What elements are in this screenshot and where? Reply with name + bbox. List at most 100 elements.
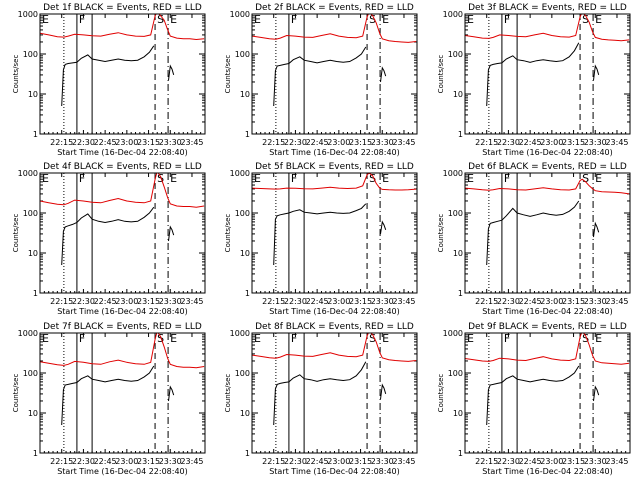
events-series-line [380, 66, 387, 83]
y-axis-label: Counts/sec [12, 214, 20, 253]
time-marker-label: F [504, 13, 510, 26]
x-axis-label: Start Time (16-Dec-04 22:08:40) [57, 307, 188, 316]
x-tick-label: 23:15 [137, 138, 160, 147]
x-axis-label: Start Time (16-Dec-04 22:08:40) [482, 467, 613, 476]
time-marker-label: S [369, 13, 376, 26]
y-axis-label: Counts/sec [224, 214, 232, 253]
plot-frame [464, 332, 631, 454]
x-tick-label: 22:15 [475, 457, 498, 466]
x-tick-label: 23:30 [159, 457, 182, 466]
plot-frame [464, 172, 631, 294]
panel-title: Det 3f BLACK = Events, RED = LLD [468, 3, 627, 13]
events-series-line [486, 42, 580, 107]
y-axis-label: Counts/sec [437, 214, 445, 253]
x-tick-label: 23:45 [180, 457, 203, 466]
x-tick-label: 22:30 [284, 457, 307, 466]
x-axis-label: Start Time (16-Dec-04 22:08:40) [57, 148, 188, 157]
y-tick-label: 10 [240, 249, 250, 258]
x-tick-label: 22:30 [497, 138, 520, 147]
lld-series-line [40, 14, 205, 41]
detector-panel-1: Det 1f BLACK = Events, RED = LLD22:1522:… [12, 3, 206, 157]
x-tick-label: 23:00 [327, 297, 350, 306]
y-tick-label: 1 [33, 289, 38, 298]
events-series-line [168, 64, 175, 81]
time-marker-label: S [582, 332, 589, 345]
lld-series-line [465, 333, 630, 365]
time-marker-label: S [369, 332, 376, 345]
x-tick-label: 22:45 [94, 457, 117, 466]
y-axis-label: Counts/sec [12, 374, 20, 413]
detector-panel-6: Det 6f BLACK = Events, RED = LLD22:1522:… [437, 162, 631, 316]
plot-frame [251, 172, 418, 294]
x-axis-label: Start Time (16-Dec-04 22:08:40) [269, 467, 400, 476]
x-tick-label: 22:30 [72, 297, 95, 306]
y-tick-label: 100 [23, 369, 38, 378]
x-axis-label: Start Time (16-Dec-04 22:08:40) [269, 148, 400, 157]
x-axis-label: Start Time (16-Dec-04 22:08:40) [57, 467, 188, 476]
x-tick-label: 23:45 [392, 297, 415, 306]
x-tick-label: 23:15 [349, 297, 372, 306]
time-marker-label: E [467, 172, 474, 185]
plot-frame [39, 13, 206, 135]
y-tick-label: 1000 [443, 10, 463, 19]
y-tick-label: 100 [23, 50, 38, 59]
y-tick-label: 1000 [443, 329, 463, 338]
x-tick-label: 22:45 [306, 138, 329, 147]
panel-title: Det 2f BLACK = Events, RED = LLD [255, 3, 414, 13]
x-tick-label: 23:15 [562, 297, 585, 306]
y-tick-label: 1 [245, 449, 250, 458]
x-tick-label: 22:15 [50, 138, 73, 147]
y-tick-label: 100 [235, 209, 250, 218]
panel-title: Det 9f BLACK = Events, RED = LLD [468, 322, 627, 332]
panel-title: Det 7f BLACK = Events, RED = LLD [43, 322, 202, 332]
x-tick-label: 22:15 [475, 138, 498, 147]
panel-title: Det 1f BLACK = Events, RED = LLD [43, 3, 202, 13]
events-series-line [593, 64, 600, 81]
lld-series-line [465, 14, 630, 42]
x-tick-label: 22:15 [262, 457, 285, 466]
y-tick-label: 1000 [18, 10, 38, 19]
time-marker-label: E [42, 172, 49, 185]
x-tick-label: 22:15 [50, 297, 73, 306]
y-tick-label: 1 [458, 289, 463, 298]
y-tick-label: 10 [453, 409, 463, 418]
y-axis-label: Counts/sec [12, 55, 20, 94]
detector-panel-9: Det 9f BLACK = Events, RED = LLD22:1522:… [437, 322, 631, 476]
y-tick-label: 1 [33, 449, 38, 458]
panel-title: Det 8f BLACK = Events, RED = LLD [255, 322, 414, 332]
time-marker-label: S [369, 172, 376, 185]
plot-frame [39, 332, 206, 454]
y-tick-label: 100 [235, 50, 250, 59]
x-tick-label: 23:15 [562, 457, 585, 466]
events-series-line [273, 46, 367, 107]
time-marker-label: F [79, 172, 85, 185]
detector-panel-4: Det 4f BLACK = Events, RED = LLD22:1522:… [12, 162, 206, 316]
x-tick-label: 22:30 [284, 138, 307, 147]
lld-series-line [252, 333, 417, 362]
x-tick-label: 23:45 [605, 297, 628, 306]
x-tick-label: 23:45 [605, 138, 628, 147]
x-tick-label: 23:15 [349, 457, 372, 466]
x-tick-label: 22:45 [519, 297, 542, 306]
time-marker-label: F [291, 332, 297, 345]
x-tick-label: 23:45 [180, 297, 203, 306]
y-tick-label: 10 [28, 409, 38, 418]
x-tick-label: 23:30 [159, 138, 182, 147]
x-axis-label: Start Time (16-Dec-04 22:08:40) [482, 148, 613, 157]
lld-series-line [252, 14, 417, 43]
time-marker-label: E [170, 13, 177, 26]
x-tick-label: 22:15 [262, 297, 285, 306]
x-tick-label: 23:15 [137, 457, 160, 466]
events-series-line [168, 225, 175, 242]
detector-panel-5: Det 5f BLACK = Events, RED = LLD22:1522:… [224, 162, 418, 316]
events-series-line [61, 45, 155, 107]
y-tick-label: 1 [245, 289, 250, 298]
plot-frame [39, 172, 206, 294]
x-axis-label: Start Time (16-Dec-04 22:08:40) [482, 307, 613, 316]
x-tick-label: 23:30 [584, 138, 607, 147]
events-series-line [273, 361, 367, 426]
x-tick-label: 23:15 [562, 138, 585, 147]
y-tick-label: 100 [448, 369, 463, 378]
y-tick-label: 10 [240, 409, 250, 418]
